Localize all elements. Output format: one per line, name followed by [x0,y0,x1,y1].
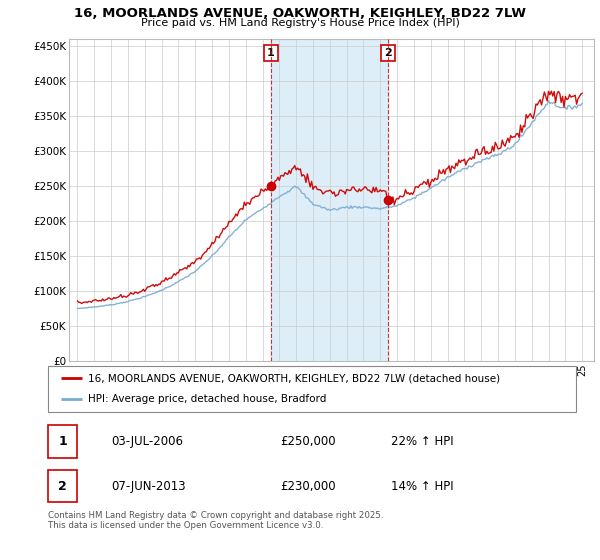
Text: 14% ↑ HPI: 14% ↑ HPI [391,480,454,493]
Text: 1: 1 [267,48,275,58]
Bar [48,425,77,458]
Text: 07-JUN-2013: 07-JUN-2013 [112,480,186,493]
Text: Price paid vs. HM Land Registry's House Price Index (HPI): Price paid vs. HM Land Registry's House … [140,18,460,29]
Bar [271,39,388,361]
Text: 2: 2 [58,480,67,493]
Text: Contains HM Land Registry data © Crown copyright and database right 2025.
This d: Contains HM Land Registry data © Crown c… [48,511,383,530]
Text: 2: 2 [384,48,392,58]
Text: 1: 1 [58,435,67,448]
Text: HPI: Average price, detached house, Bradford: HPI: Average price, detached house, Brad… [88,394,326,404]
Text: 03-JUL-2006: 03-JUL-2006 [112,435,184,448]
Text: 16, MOORLANDS AVENUE, OAKWORTH, KEIGHLEY, BD22 7LW (detached house): 16, MOORLANDS AVENUE, OAKWORTH, KEIGHLEY… [88,373,500,383]
Bar [48,470,77,502]
Text: £230,000: £230,000 [280,480,336,493]
Text: 16, MOORLANDS AVENUE, OAKWORTH, KEIGHLEY, BD22 7LW: 16, MOORLANDS AVENUE, OAKWORTH, KEIGHLEY… [74,7,526,20]
Text: £250,000: £250,000 [280,435,336,448]
Text: 22% ↑ HPI: 22% ↑ HPI [391,435,454,448]
